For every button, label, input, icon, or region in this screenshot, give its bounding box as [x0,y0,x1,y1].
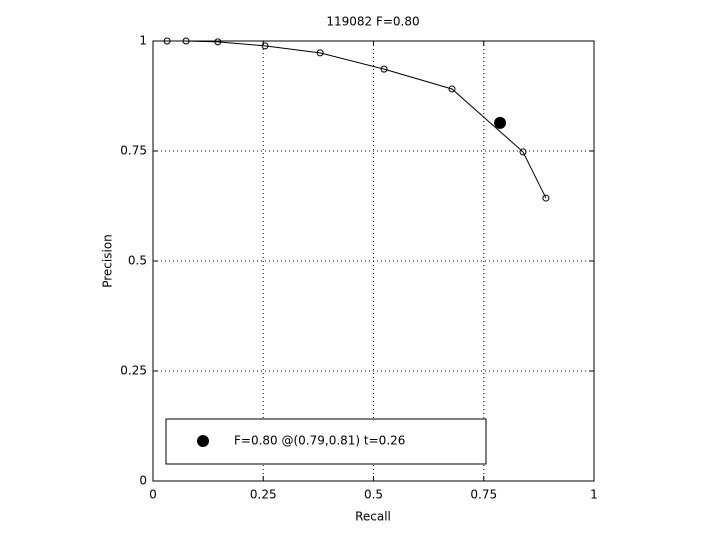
point [214,38,222,46]
x-tick-label: 0.5 [364,488,383,502]
point [448,85,456,93]
best-point [494,116,507,129]
point [163,37,171,45]
y-tick-label: 0.25 [120,364,147,378]
point [542,194,550,202]
y-axis-label: Precision [101,234,115,288]
point [182,37,190,45]
legend-box [165,418,487,465]
point [316,49,324,57]
point [519,148,527,156]
x-tick-label: 0 [149,488,157,502]
x-tick-label: 0.75 [470,488,497,502]
x-axis-label: Recall [355,510,391,524]
point [261,42,269,50]
x-tick-label: 0.25 [250,488,277,502]
line [167,40,547,199]
y-tick-label: 0.5 [128,254,147,268]
plot-frame [152,40,595,482]
y-tick-label: 1 [139,34,147,48]
y-tick-label: 0 [139,474,147,488]
x-tick-label: 1 [590,488,598,502]
y-tick-label: 0.75 [120,144,147,158]
legend-label: F=0.80 @(0.79,0.81) t=0.26 [234,434,405,448]
point [380,65,388,73]
chart-title: 119082 F=0.80 [326,15,419,29]
legend-marker [197,435,209,447]
